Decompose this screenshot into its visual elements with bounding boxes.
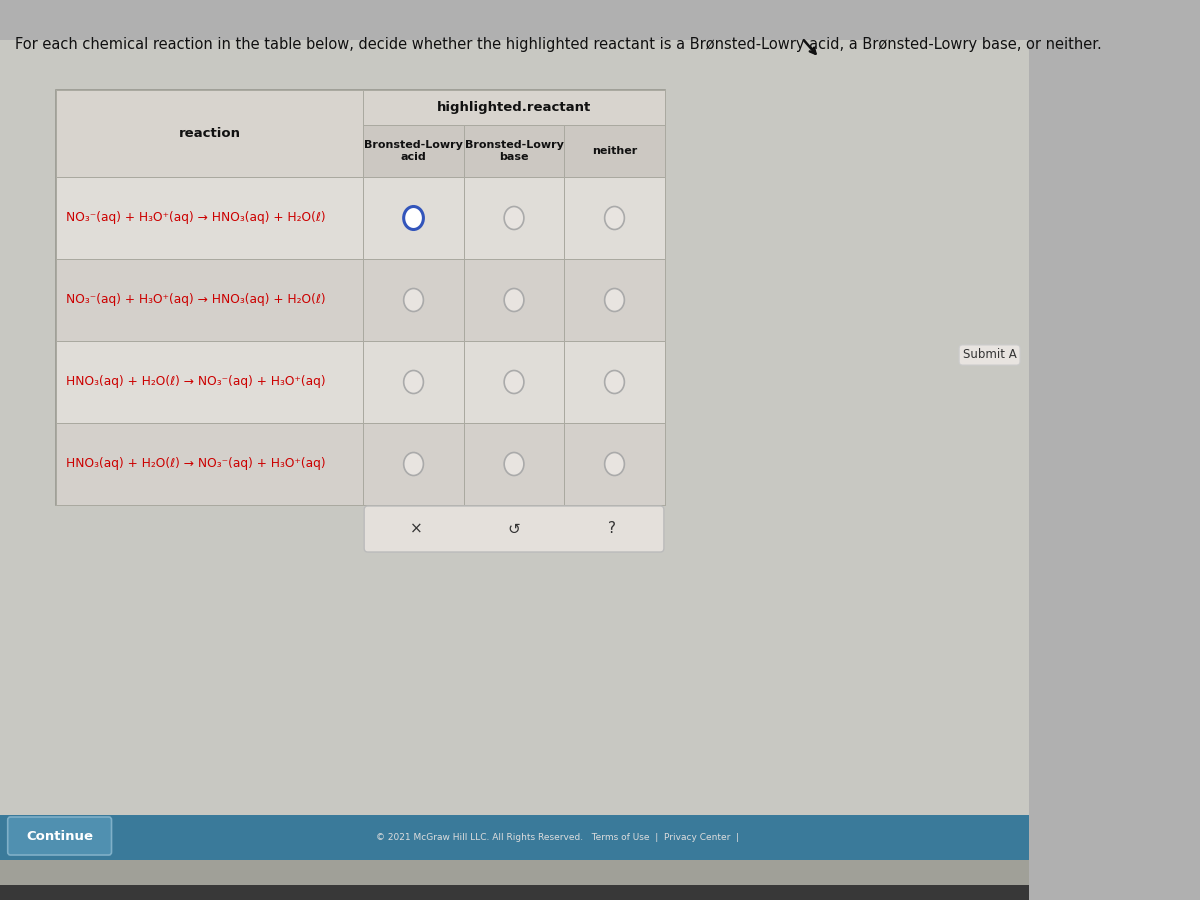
FancyBboxPatch shape — [7, 817, 112, 855]
Circle shape — [605, 289, 624, 311]
FancyBboxPatch shape — [0, 815, 1030, 860]
FancyBboxPatch shape — [364, 125, 463, 177]
Text: © 2021 McGraw Hill LLC. All Rights Reserved.   Terms of Use  |  Privacy Center  : © 2021 McGraw Hill LLC. All Rights Reser… — [376, 832, 739, 842]
FancyBboxPatch shape — [55, 423, 364, 505]
FancyBboxPatch shape — [364, 506, 664, 552]
Text: Submit A: Submit A — [962, 348, 1016, 362]
Text: NO₃⁻(aq) + H₃O⁺(aq) → HNO₃(aq) + H₂O(ℓ): NO₃⁻(aq) + H₃O⁺(aq) → HNO₃(aq) + H₂O(ℓ) — [66, 293, 325, 307]
FancyBboxPatch shape — [55, 90, 364, 177]
FancyBboxPatch shape — [364, 90, 665, 125]
Circle shape — [504, 206, 524, 230]
FancyBboxPatch shape — [364, 423, 463, 505]
Text: HNO₃(aq) + H₂O(ℓ) → NO₃⁻(aq) + H₃O⁺(aq): HNO₃(aq) + H₂O(ℓ) → NO₃⁻(aq) + H₃O⁺(aq) — [66, 375, 325, 389]
Text: ×: × — [410, 521, 422, 536]
Circle shape — [403, 289, 424, 311]
FancyBboxPatch shape — [364, 125, 665, 177]
Circle shape — [504, 371, 524, 393]
FancyBboxPatch shape — [364, 341, 463, 423]
Circle shape — [403, 206, 424, 230]
FancyBboxPatch shape — [55, 341, 364, 423]
FancyBboxPatch shape — [564, 125, 665, 177]
Circle shape — [605, 453, 624, 475]
FancyBboxPatch shape — [364, 259, 463, 341]
FancyBboxPatch shape — [55, 90, 665, 125]
Text: highlighted.reactant: highlighted.reactant — [437, 101, 592, 114]
Text: reaction: reaction — [179, 127, 240, 140]
FancyBboxPatch shape — [55, 259, 364, 341]
Circle shape — [605, 371, 624, 393]
Text: Bronsted-Lowry
acid: Bronsted-Lowry acid — [364, 140, 463, 162]
Text: ↺: ↺ — [508, 521, 521, 536]
FancyBboxPatch shape — [564, 177, 665, 259]
FancyBboxPatch shape — [0, 885, 1030, 900]
Circle shape — [605, 206, 624, 230]
Text: HNO₃(aq) + H₂O(ℓ) → NO₃⁻(aq) + H₃O⁺(aq): HNO₃(aq) + H₂O(ℓ) → NO₃⁻(aq) + H₃O⁺(aq) — [66, 457, 325, 471]
FancyBboxPatch shape — [564, 423, 665, 505]
Circle shape — [403, 371, 424, 393]
Text: For each chemical reaction in the table below, decide whether the highlighted re: For each chemical reaction in the table … — [16, 38, 1102, 52]
FancyBboxPatch shape — [55, 90, 665, 505]
FancyBboxPatch shape — [463, 177, 564, 259]
Text: NO₃⁻(aq) + H₃O⁺(aq) → HNO₃(aq) + H₂O(ℓ): NO₃⁻(aq) + H₃O⁺(aq) → HNO₃(aq) + H₂O(ℓ) — [66, 212, 325, 224]
FancyBboxPatch shape — [564, 341, 665, 423]
Text: ?: ? — [607, 521, 616, 536]
FancyBboxPatch shape — [463, 259, 564, 341]
Text: Bronsted-Lowry
base: Bronsted-Lowry base — [464, 140, 564, 162]
FancyBboxPatch shape — [0, 815, 1030, 900]
Circle shape — [504, 453, 524, 475]
FancyBboxPatch shape — [463, 341, 564, 423]
Text: neither: neither — [592, 146, 637, 156]
Text: Continue: Continue — [26, 830, 94, 842]
FancyBboxPatch shape — [564, 259, 665, 341]
Circle shape — [403, 453, 424, 475]
FancyBboxPatch shape — [463, 423, 564, 505]
FancyBboxPatch shape — [463, 125, 564, 177]
FancyBboxPatch shape — [364, 177, 463, 259]
FancyBboxPatch shape — [0, 40, 1030, 815]
Circle shape — [504, 289, 524, 311]
FancyBboxPatch shape — [55, 177, 364, 259]
